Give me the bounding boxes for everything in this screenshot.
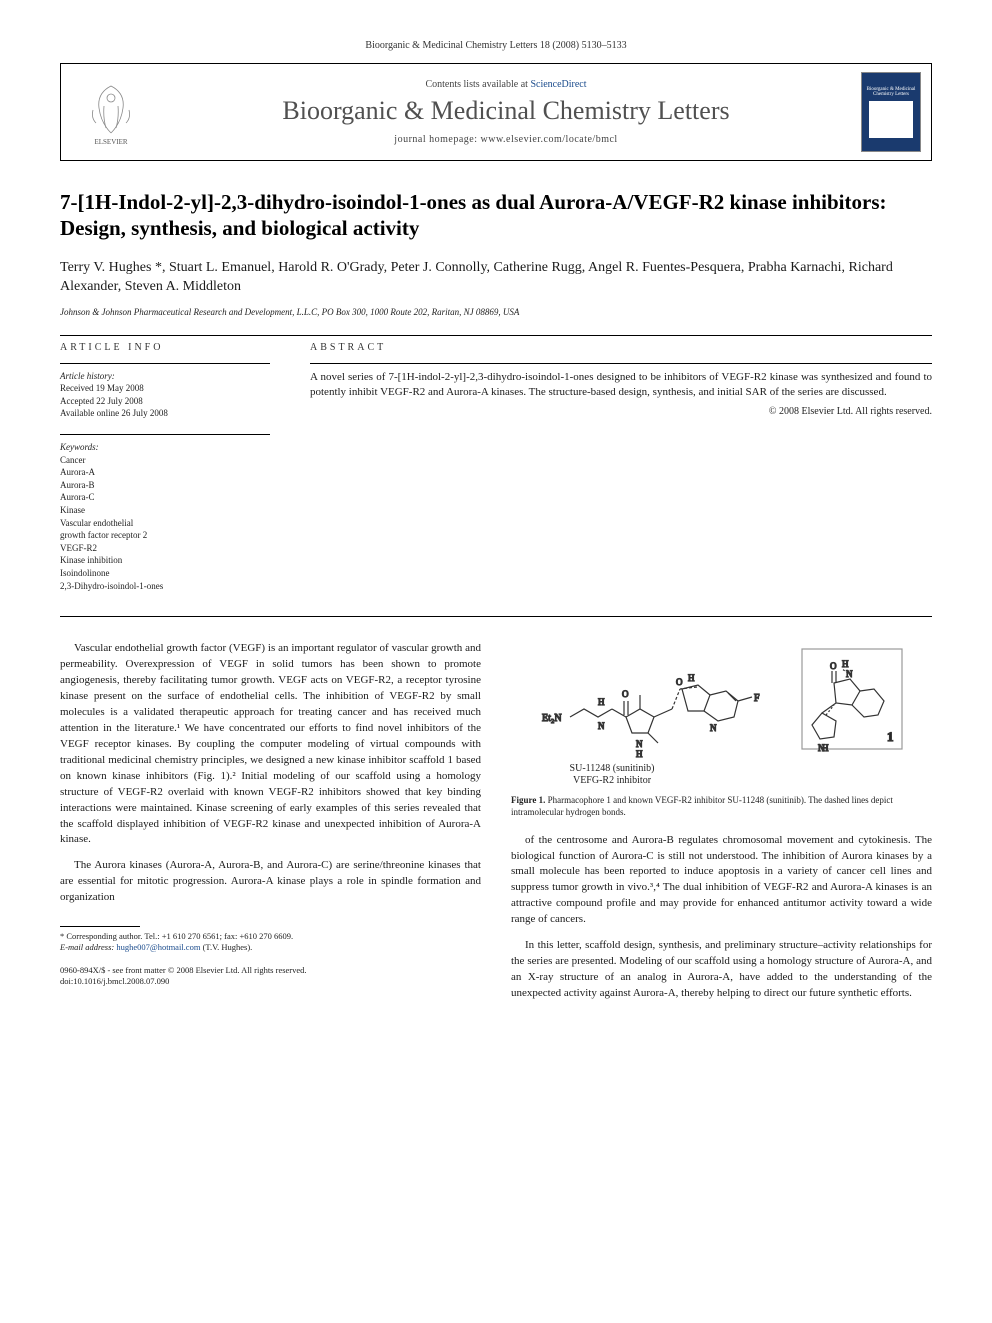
abstract-text: A novel series of 7-[1H-indol-2-yl]-2,3-…: [310, 370, 932, 401]
abstract-column: ABSTRACT A novel series of 7-[1H-indol-2…: [310, 342, 932, 607]
corresponding-author-footnote: * Corresponding author. Tel.: +1 610 270…: [60, 931, 481, 953]
footnote-separator: [60, 926, 140, 927]
article-info-column: ARTICLE INFO Article history: Received 1…: [60, 342, 270, 607]
journal-homepage: journal homepage: www.elsevier.com/locat…: [163, 134, 849, 145]
compound-1-label: 1: [887, 729, 894, 744]
body-paragraph: In this letter, scaffold design, synthes…: [511, 938, 932, 1002]
right-column: Et₂N H N O N H: [511, 641, 932, 1012]
keywords-block: Keywords: Cancer Aurora-A Aurora-B Auror…: [60, 441, 270, 592]
journal-header: ELSEVIER Contents lists available at Sci…: [60, 63, 932, 161]
affiliation: Johnson & Johnson Pharmaceutical Researc…: [60, 307, 932, 317]
body-paragraph: The Aurora kinases (Aurora-A, Aurora-B, …: [60, 858, 481, 906]
svg-text:O: O: [622, 689, 629, 699]
doi-block: 0960-894X/$ - see front matter © 2008 El…: [60, 965, 481, 987]
figure-1-caption: Figure 1. Pharmacophore 1 and known VEGF…: [511, 795, 932, 818]
svg-text:O: O: [676, 677, 683, 687]
svg-text:H: H: [842, 659, 849, 669]
body-paragraph: Vascular endothelial growth factor (VEGF…: [60, 641, 481, 848]
publisher-name: ELSEVIER: [94, 138, 127, 146]
email-link[interactable]: hughe007@hotmail.com: [116, 942, 200, 952]
svg-text:N: N: [636, 739, 643, 749]
svg-text:Et₂N: Et₂N: [542, 713, 562, 724]
svg-text:H: H: [598, 697, 605, 707]
svg-text:H: H: [688, 673, 695, 683]
journal-cover-thumbnail: Bioorganic & Medicinal Chemistry Letters: [861, 72, 921, 152]
svg-text:N: N: [846, 669, 853, 679]
svg-text:O: O: [830, 661, 837, 671]
left-column: Vascular endothelial growth factor (VEGF…: [60, 641, 481, 1012]
divider: [60, 434, 270, 435]
divider: [60, 335, 932, 336]
article-history: Article history: Received 19 May 2008 Ac…: [60, 370, 270, 420]
divider: [60, 363, 270, 364]
su-label: SU-11248 (sunitinib): [569, 763, 654, 774]
svg-text:N: N: [598, 721, 605, 731]
author-list: Terry V. Hughes *, Stuart L. Emanuel, Ha…: [60, 258, 932, 297]
header-center: Contents lists available at ScienceDirec…: [163, 79, 849, 145]
vegf-label: VEFG-R2 inhibitor: [572, 775, 651, 786]
contents-available: Contents lists available at ScienceDirec…: [163, 79, 849, 90]
abstract-heading: ABSTRACT: [310, 342, 932, 353]
divider: [60, 616, 932, 617]
divider: [310, 363, 932, 364]
svg-text:N: N: [710, 723, 717, 733]
svg-text:F: F: [754, 693, 760, 704]
journal-title: Bioorganic & Medicinal Chemistry Letters: [163, 96, 849, 126]
abstract-copyright: © 2008 Elsevier Ltd. All rights reserved…: [310, 406, 932, 417]
article-info-heading: ARTICLE INFO: [60, 342, 270, 353]
figure-1: Et₂N H N O N H: [511, 641, 932, 818]
sciencedirect-link[interactable]: ScienceDirect: [530, 79, 586, 90]
elsevier-logo: ELSEVIER: [71, 72, 151, 152]
info-abstract-row: ARTICLE INFO Article history: Received 1…: [60, 342, 932, 607]
svg-text:H: H: [822, 743, 829, 753]
journal-reference: Bioorganic & Medicinal Chemistry Letters…: [60, 40, 932, 51]
svg-text:H: H: [636, 749, 643, 759]
body-paragraph: of the centrosome and Aurora-B regulates…: [511, 833, 932, 929]
article-title: 7-[1H-Indol-2-yl]-2,3-dihydro-isoindol-1…: [60, 189, 932, 242]
article-body: Vascular endothelial growth factor (VEGF…: [60, 641, 932, 1012]
